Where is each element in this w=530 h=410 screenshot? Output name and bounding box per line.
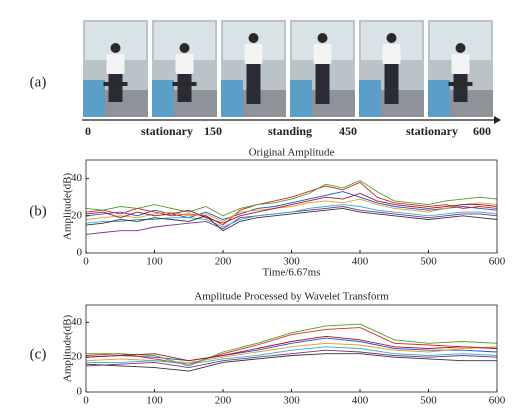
photo-floor	[221, 80, 243, 117]
x-tick-label: 300	[283, 395, 300, 407]
x-tick-label: 0	[83, 395, 89, 407]
data-line	[86, 323, 498, 367]
person-head	[248, 33, 259, 43]
person-shirt	[451, 54, 470, 74]
y-tick-label: 20	[71, 209, 83, 221]
data-line	[85, 179, 498, 217]
data-line	[85, 191, 498, 220]
data-line	[85, 327, 498, 365]
person-legs	[108, 74, 123, 102]
person-head	[386, 33, 397, 43]
x-tick-label: 600	[489, 256, 506, 268]
x-tick-label: 100	[146, 256, 163, 268]
person-shirt	[313, 44, 332, 64]
x-tick-label: 200	[215, 395, 232, 407]
timeline-label: stationary	[141, 124, 193, 138]
data-line	[85, 198, 498, 222]
panel-label: (a)	[30, 74, 47, 90]
y-axis-label: Amplitude(dB)	[62, 315, 74, 383]
data-line	[85, 349, 498, 369]
person-legs	[453, 74, 468, 102]
data-line	[85, 181, 498, 226]
photo-floor	[152, 80, 174, 117]
x-tick-label: 600	[489, 395, 506, 407]
person-shirt	[244, 44, 263, 64]
person-head	[179, 43, 190, 53]
y-tick-label: 0	[77, 247, 83, 259]
person-head	[317, 33, 328, 43]
timeline-arrow	[494, 116, 501, 124]
x-tick-label: 500	[420, 256, 437, 268]
timeline-label: 150	[204, 124, 222, 138]
photo-window	[154, 22, 215, 60]
person-shirt	[106, 54, 125, 74]
data-line	[85, 353, 497, 372]
panel-label: (c)	[30, 346, 47, 362]
x-tick-label: 0	[83, 256, 89, 268]
photo-floor	[359, 80, 381, 117]
data-line	[85, 207, 498, 232]
panel-label: (b)	[29, 203, 47, 219]
person-legs	[177, 74, 192, 102]
person-head	[110, 43, 121, 53]
chair	[103, 82, 128, 86]
timeline-label: standing	[268, 124, 312, 138]
x-tick-label: 400	[352, 256, 369, 268]
data-line	[85, 335, 498, 362]
person-legs	[384, 64, 399, 104]
data-line	[85, 193, 498, 224]
x-axis-label: Time/6.67ms	[263, 267, 321, 279]
x-tick-label: 200	[215, 256, 232, 268]
photo-floor	[290, 80, 312, 117]
y-tick-label: 0	[77, 386, 83, 398]
person-shirt	[175, 54, 194, 74]
y-axis-label: Amplitude(dB)	[62, 173, 74, 241]
photo-window	[430, 22, 491, 60]
y-tick-label: 40	[71, 316, 83, 328]
chart-title: Amplitude Processed by Wavelet Transform	[194, 291, 389, 303]
x-tick-label: 300	[283, 256, 300, 268]
data-line	[85, 204, 498, 228]
timeline-label: stationary	[406, 124, 458, 138]
chair	[172, 82, 197, 86]
data-line	[85, 337, 498, 362]
person-head	[455, 43, 466, 53]
chart-title: Original Amplitude	[249, 147, 335, 159]
photo-floor	[83, 80, 105, 117]
x-tick-label: 400	[352, 395, 369, 407]
data-line	[86, 346, 498, 365]
y-tick-label: 40	[71, 172, 83, 184]
x-tick-label: 500	[420, 395, 437, 407]
timeline-label: 450	[339, 124, 357, 138]
person-legs	[315, 64, 330, 104]
timeline-label: 0	[85, 124, 91, 138]
timeline-label: 600	[473, 124, 491, 138]
chair	[448, 82, 473, 86]
photo-window	[85, 22, 146, 60]
photo-floor	[428, 80, 450, 117]
person-legs	[246, 64, 261, 104]
y-tick-label: 20	[71, 351, 83, 363]
x-tick-label: 100	[146, 395, 163, 407]
person-shirt	[382, 44, 401, 64]
